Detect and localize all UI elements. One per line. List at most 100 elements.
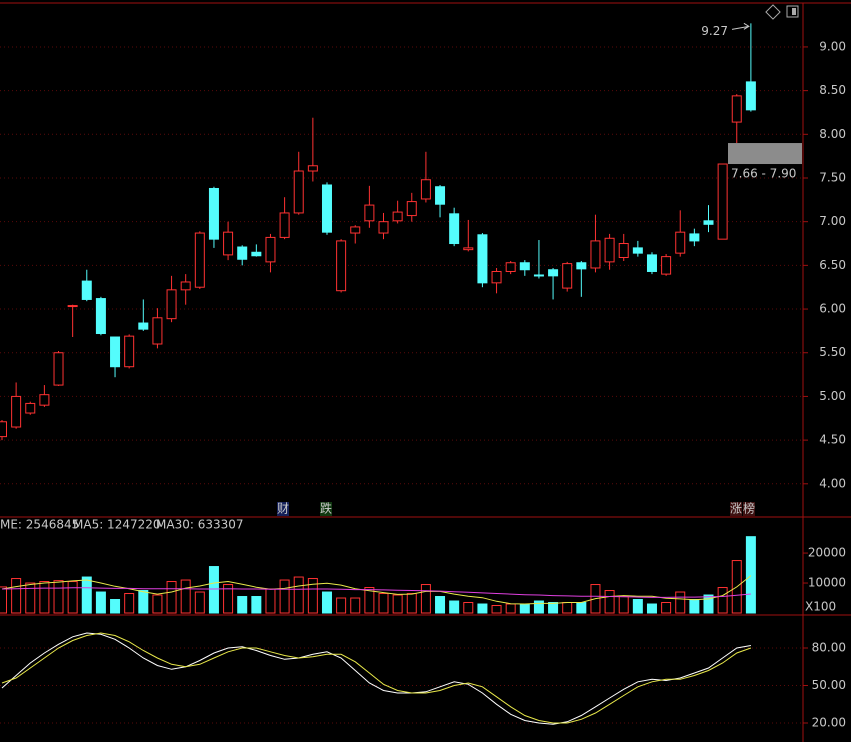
volume-bar [350,597,361,614]
volume-bar [477,603,488,614]
candle-body [293,170,304,214]
gap-label: 7.66 - 7.90 [731,167,796,181]
candle-body [661,256,672,275]
volume-bar [406,593,417,614]
unit-bg [804,599,834,613]
max-arrow [731,22,750,30]
candle-body [562,263,573,289]
volume-bar [505,603,516,614]
candle-body [646,254,657,272]
volume-bar [166,581,177,614]
candle-body [449,213,460,245]
candle-body [25,402,36,414]
volume-bar [378,593,389,614]
candle-body [166,289,177,320]
volume-bar [152,594,163,614]
gap-box [728,143,802,165]
candle-body [576,262,587,270]
volume-bar [618,596,629,614]
volume-bar [435,596,446,614]
y-tick-label: 8.00 [819,127,846,141]
candle-body [604,237,615,263]
candle-body [533,274,544,277]
volume-bar [646,603,657,614]
volume-bar [11,578,22,614]
y-tick-label: 4.50 [819,433,846,447]
candle-body [689,233,700,242]
marker: 涨 [730,501,742,516]
y-tick-label: 80.00 [812,641,846,655]
volume-bar [124,593,135,614]
candle-body [67,305,78,308]
candle-body [81,280,92,300]
candle-body [307,165,318,172]
volume-bar [689,599,700,614]
candle-body [745,81,756,111]
y-tick-label: 4.00 [819,476,846,490]
volume-bar [463,602,474,614]
y-tick-label: 7.50 [819,170,846,184]
volume-bar [661,602,672,614]
marker-bg [743,502,755,516]
volume-bar [675,591,686,614]
candle-body [392,211,403,222]
volume-bar [67,581,78,614]
candle-body [731,95,742,123]
candle-body [194,232,205,288]
y-tick-label: 50.00 [812,678,846,692]
y-tick-label: 6.00 [819,302,846,316]
candle-body [223,231,234,256]
candle-body [548,269,559,277]
volume-bar [95,591,106,614]
candle-body [463,247,474,251]
volume-bar [279,579,290,614]
line [1,587,751,598]
y-tick-label: 5.50 [819,345,846,359]
candle-body [435,186,446,205]
candle-body [336,240,347,292]
volume-bar [449,600,460,614]
y-tick-label: 10000 [808,576,846,590]
candle-body [590,240,601,269]
y-tick-label: 9.00 [819,39,846,53]
volume-bar [745,536,756,614]
candle-body [477,234,488,284]
candle-body [39,394,50,406]
volume-bar [307,578,318,614]
candle-body [279,212,290,238]
marker-bg [730,502,742,516]
volume-bar [223,584,234,614]
marker-bg [277,502,289,516]
candle-body [208,187,219,240]
candle-body [11,395,22,428]
volume-bar [576,602,587,614]
candle-body [703,220,714,225]
volume-bar [194,591,205,614]
candle-body [505,262,516,272]
volume-header: MA30: 633307 [156,518,244,532]
candle-body [350,226,361,234]
candle-body [0,421,7,438]
volume-bar [703,594,714,614]
marker: 跌 [320,501,332,516]
volume-bar [81,576,92,614]
y-tick-label: 20.00 [812,716,846,730]
candle-body [110,336,121,368]
icon[interactable] [765,4,781,20]
volume-bar [632,599,643,614]
marker: 财 [277,502,289,516]
volume-bar [251,596,262,614]
volume-header: ME: 2546845 [0,518,79,532]
volume-bar [533,600,544,614]
marker: 榜 [743,501,755,516]
candle-body [717,163,728,240]
candle-body [251,251,262,257]
marker-bg [320,502,332,516]
icon[interactable] [786,5,799,18]
candle-body [138,322,149,330]
candle-body [420,179,431,200]
volume-bar [39,581,50,614]
icon [792,8,796,15]
volume-bar [336,597,347,614]
